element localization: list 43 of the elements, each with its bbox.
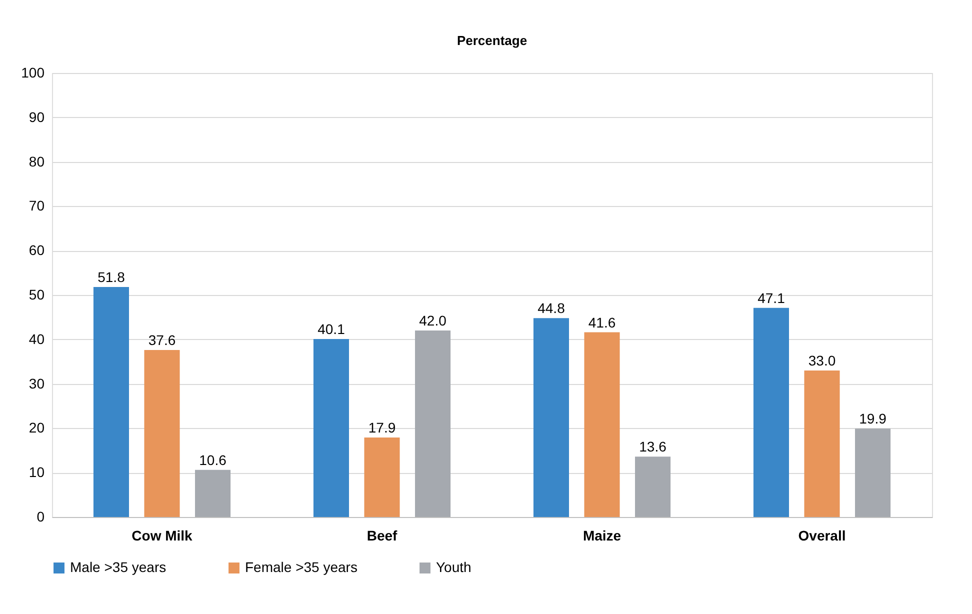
x-tick-label: Maize bbox=[582, 528, 622, 544]
y-tick-label: 70 bbox=[28, 198, 45, 214]
bar bbox=[93, 287, 129, 517]
data-label: 19.9 bbox=[859, 410, 887, 427]
data-label: 13.6 bbox=[639, 438, 667, 455]
data-label: 33.0 bbox=[808, 352, 836, 368]
data-label: 44.8 bbox=[538, 300, 566, 316]
bar bbox=[635, 456, 671, 517]
y-tick-label: 100 bbox=[21, 64, 45, 80]
data-label: 40.1 bbox=[318, 320, 346, 337]
y-tick-label: 0 bbox=[36, 508, 45, 524]
data-label: 51.8 bbox=[98, 269, 126, 286]
x-tick-label: Cow Milk bbox=[132, 528, 193, 544]
bar bbox=[195, 470, 231, 517]
x-tick-label: Overall bbox=[798, 528, 846, 544]
bar bbox=[144, 350, 180, 517]
bar bbox=[804, 370, 840, 517]
y-tick-label: 90 bbox=[28, 108, 45, 125]
data-label: 17.9 bbox=[368, 420, 396, 436]
bar bbox=[855, 428, 891, 517]
data-label: 47.1 bbox=[758, 290, 786, 306]
legend-label: Youth bbox=[436, 559, 472, 575]
data-label: 10.6 bbox=[199, 452, 227, 468]
bar bbox=[533, 318, 569, 517]
y-tick-label: 60 bbox=[28, 242, 45, 258]
y-tick-label: 80 bbox=[28, 153, 45, 170]
bar bbox=[415, 330, 451, 517]
bar bbox=[584, 332, 620, 517]
y-tick-label: 20 bbox=[28, 420, 45, 436]
legend-label: Female >35 years bbox=[245, 559, 358, 575]
y-tick-label: 50 bbox=[28, 286, 45, 302]
bar bbox=[364, 438, 400, 517]
legend-label: Male >35 years bbox=[70, 559, 166, 575]
y-tick-label: 10 bbox=[28, 464, 45, 480]
chart-title: Percentage bbox=[456, 33, 528, 48]
bar bbox=[313, 338, 349, 517]
y-tick-label: 40 bbox=[28, 330, 45, 347]
data-label: 37.6 bbox=[148, 332, 176, 348]
bar bbox=[753, 308, 789, 517]
y-tick-label: 30 bbox=[28, 375, 45, 392]
x-tick-label: Beef bbox=[366, 528, 398, 544]
data-label: 41.6 bbox=[588, 314, 616, 330]
data-label: 42.0 bbox=[419, 312, 447, 329]
